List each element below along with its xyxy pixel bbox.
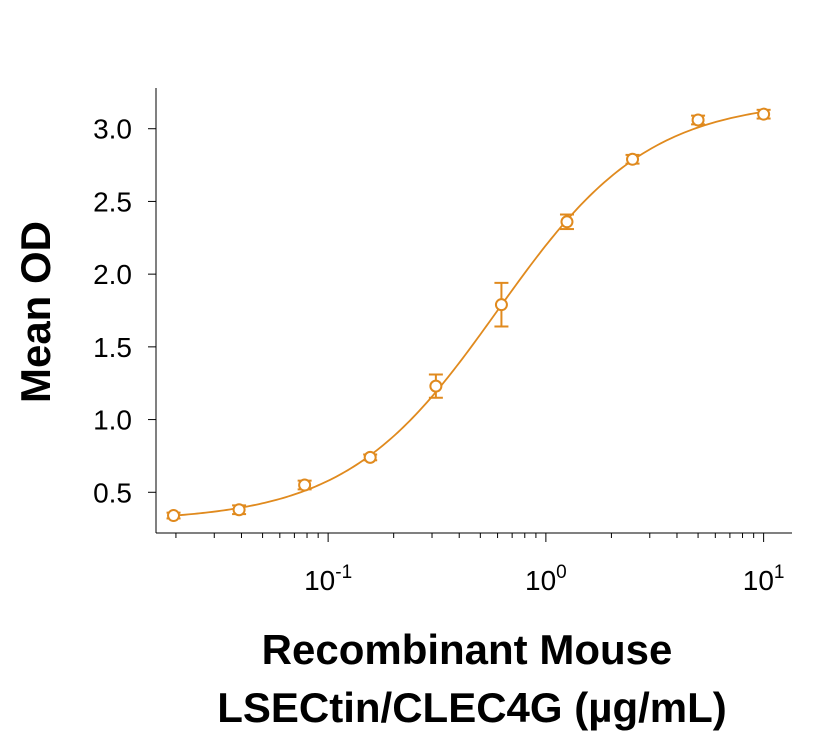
data-point: [167, 509, 181, 523]
y-tick-label: 1.5: [93, 332, 132, 363]
x-axis-title-line2: LSECtin/CLEC4G (µg/mL): [217, 684, 727, 731]
data-point: [494, 298, 508, 312]
x-tick-label: 10-1: [304, 562, 352, 596]
x-axis-title-line1: Recombinant Mouse: [262, 626, 673, 673]
data-point-group: [625, 152, 640, 166]
data-point: [560, 215, 574, 229]
data-point-group: [232, 503, 247, 517]
data-points-group: [166, 107, 771, 523]
data-point: [626, 152, 640, 166]
data-point-group: [297, 478, 312, 492]
fit-curve: [173, 110, 764, 517]
y-tick-label: 2.5: [93, 186, 132, 217]
x-tick-base: 10: [525, 565, 556, 596]
x-tick-exponent: 1: [774, 562, 785, 583]
y-tick-label: 0.5: [93, 477, 132, 508]
x-tick-exponent: -1: [335, 562, 352, 583]
data-point-group: [559, 213, 574, 231]
y-tick-label: 3.0: [93, 114, 132, 145]
y-axis-title: Mean OD: [12, 221, 59, 403]
x-tick-exponent: 0: [556, 562, 567, 583]
fit-curve-group: [173, 110, 764, 517]
data-point: [298, 478, 312, 492]
data-point: [363, 450, 377, 464]
x-tick-label: 100: [525, 562, 567, 596]
data-point-group: [691, 113, 706, 127]
data-point-group: [756, 107, 771, 121]
data-point: [757, 107, 771, 121]
x-tick-base: 10: [743, 565, 774, 596]
data-point-group: [166, 509, 181, 523]
data-point-group: [363, 450, 378, 464]
y-tick-label: 2.0: [93, 259, 132, 290]
data-point-group: [494, 281, 509, 328]
y-tick-label: 1.0: [93, 405, 132, 436]
data-point: [232, 503, 246, 517]
data-point: [429, 379, 443, 393]
x-tick-base: 10: [304, 565, 335, 596]
data-point: [691, 113, 705, 127]
x-tick-label: 101: [743, 562, 785, 596]
axes: 0.51.01.52.02.53.010-1 100 101: [93, 88, 792, 596]
data-point-group: [428, 373, 443, 399]
